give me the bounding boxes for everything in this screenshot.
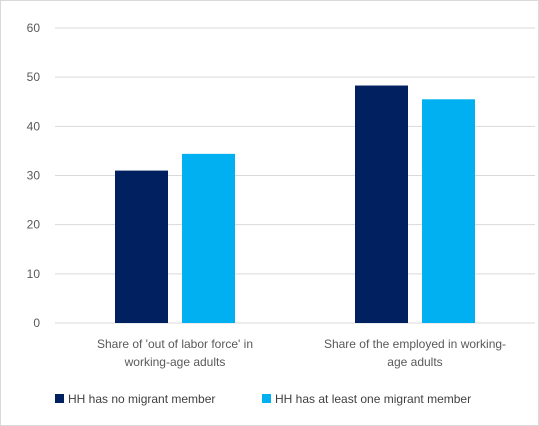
x-category-label: Share of the employed in working-: [324, 337, 506, 351]
y-tick-label: 60: [27, 21, 41, 35]
bar: [182, 153, 235, 323]
y-tick-label: 40: [27, 119, 41, 133]
bar: [422, 99, 475, 324]
x-category-label: working-age adults: [124, 355, 226, 369]
y-tick-label: 30: [27, 169, 41, 183]
legend-swatch: [262, 394, 271, 403]
legend-label: HH has no migrant member: [68, 392, 215, 406]
y-tick-label: 50: [27, 70, 41, 84]
legend-swatch: [55, 394, 64, 403]
y-tick-label: 0: [33, 316, 40, 330]
bar: [355, 85, 408, 324]
x-category-label: age adults: [387, 355, 442, 369]
y-tick-label: 20: [27, 218, 41, 232]
legend-label: HH has at least one migrant member: [275, 392, 471, 406]
bar: [115, 170, 168, 323]
y-tick-label: 10: [27, 267, 41, 281]
x-category-label: Share of 'out of labor force' in: [97, 337, 253, 351]
